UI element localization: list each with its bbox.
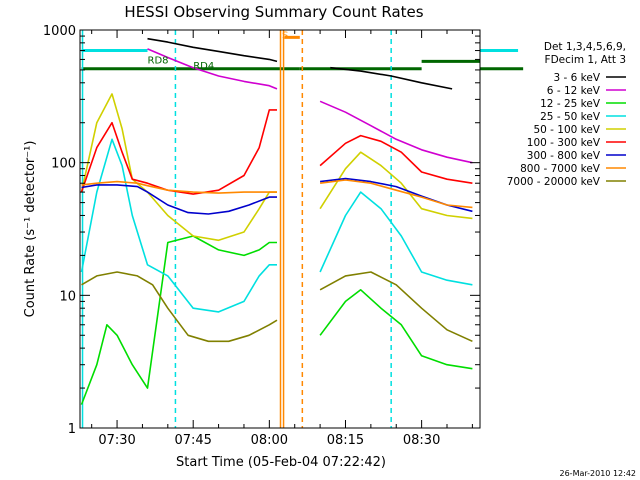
legend-label-0: 3 - 6 keV (553, 72, 600, 84)
x-tick-label-1: 07:45 (174, 433, 211, 448)
series-2-line (80, 235, 473, 405)
series-0-line (147, 37, 453, 90)
series-4-line (80, 93, 473, 242)
series-8-line (81, 271, 473, 343)
chart-title: HESSI Observing Summary Count Rates (124, 3, 423, 21)
annotation-1: RD8 (148, 55, 169, 66)
series-1-line (147, 48, 473, 164)
legend-header-decimation: FDecim 1, Att 3 (545, 54, 626, 66)
legend-label-5: 100 - 300 keV (527, 137, 601, 149)
x-tick-label-0: 07:30 (98, 433, 135, 448)
series-8-segment (319, 271, 473, 343)
series-7-segment (320, 179, 473, 209)
series-8-segment (81, 271, 278, 343)
series-0-segment (330, 66, 453, 90)
legend: Det 1,3,4,5,6,9, FDecim 1, Att 3 3 - 6 k… (507, 41, 626, 188)
series-1-segment (147, 48, 278, 90)
series-4-segment (319, 151, 473, 220)
axis-ticks: 07:30 07:45 08:00 08:15 08:30 1 10 100 1000 (43, 24, 480, 448)
legend-label-6: 300 - 800 keV (527, 150, 601, 162)
series-3-segment (319, 191, 473, 286)
legend-header-detectors: Det 1,3,4,5,6,9, (544, 41, 626, 53)
x-tick-label-2: 08:00 (251, 433, 288, 448)
plot-frame (79, 29, 481, 429)
series-7-line (81, 179, 473, 209)
legend-label-3: 25 - 50 keV (540, 111, 601, 123)
x-tick-label-4: 08:30 (403, 433, 440, 448)
series-3-segment (80, 138, 277, 313)
x-tick-label-3: 08:15 (327, 433, 364, 448)
legend-label-7: 800 - 7000 keV (520, 163, 601, 175)
generation-timestamp: 26-Mar-2010 12:42 (560, 469, 637, 478)
series-1-segment (319, 100, 473, 164)
y-axis-label: Count Rate (s⁻¹ detector⁻¹) (23, 141, 38, 318)
series-4-segment (80, 93, 277, 242)
series-7-segment (81, 180, 277, 194)
y-tick-label-2: 100 (51, 157, 76, 172)
annotation-0: S (282, 31, 288, 42)
y-tick-label-1: 10 (59, 289, 76, 304)
series-2-segment (80, 235, 277, 405)
legend-label-8: 7000 - 20000 keV (507, 176, 601, 188)
x-axis-label: Start Time (05-Feb-04 07:22:42) (176, 455, 386, 470)
legend-label-1: 6 - 12 keV (547, 85, 601, 97)
y-tick-label-0: 1 (68, 422, 76, 437)
series-6-segment (81, 184, 277, 215)
series-0-segment (147, 37, 278, 63)
legend-label-4: 50 - 100 keV (533, 124, 600, 136)
legend-label-2: 12 - 25 keV (540, 98, 601, 110)
annotation-2: RD4 (193, 61, 214, 72)
series-2-segment (319, 288, 473, 370)
y-tick-label-3: 1000 (43, 24, 76, 39)
series-3-line (80, 138, 473, 313)
series-5-segment (319, 134, 473, 184)
plot-data-layer: S RD8 RD4 (80, 30, 524, 428)
